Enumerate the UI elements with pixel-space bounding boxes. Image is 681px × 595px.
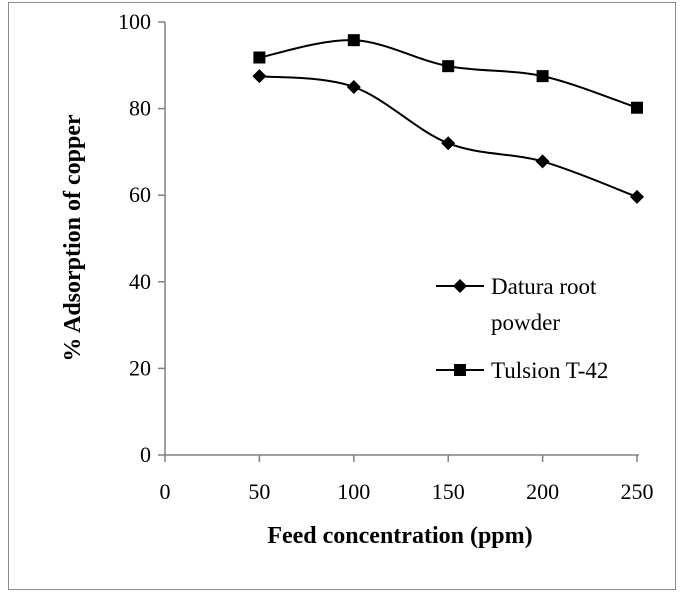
y-tick-label: 0 [140,442,151,467]
y-tick-label: 20 [129,355,151,380]
x-tick-label: 50 [248,479,270,504]
x-tick-label: 0 [160,479,171,504]
y-tick-label: 80 [129,96,151,121]
data-point [630,189,644,204]
series-layer [252,34,644,204]
legend-label: Tulsion T-42 [491,358,608,383]
data-point [346,79,361,94]
legend-label: Datura root [491,274,597,299]
data-point [536,70,549,83]
legend-item: Datura root powder [436,274,597,335]
x-tick-label: 200 [526,479,559,504]
legend-label: powder [491,310,560,335]
data-point [631,101,643,114]
x-axis-title: Feed concentration (ppm) [267,523,532,549]
series-datura-root-powder [252,69,644,204]
chart-frame [8,2,676,590]
x-tick-label: 150 [432,479,465,504]
data-point [442,60,455,73]
y-axis-title: % Adsorption of copper [60,114,86,362]
y-tick-label: 40 [129,269,151,294]
data-point [252,69,267,84]
legend-swatch-marker [453,279,467,293]
x-tick-label: 100 [337,479,370,504]
legend: Datura root powder Tulsion T-42 [436,274,608,383]
x-tick-label: 250 [621,479,654,504]
data-point [253,51,266,64]
y-tick-labels: 0 20 40 60 80 100 [118,9,151,467]
data-point [535,154,550,169]
legend-item: Tulsion T-42 [436,358,608,383]
y-tick-label: 100 [118,9,151,34]
data-point [347,34,360,47]
legend-swatch-marker [454,364,466,376]
axes [158,21,639,462]
x-tick-labels: 0 50 100 150 200 250 [160,479,654,504]
series-line [259,39,638,109]
data-point [441,136,456,151]
series-tulsion-t-42 [253,34,643,114]
y-tick-label: 60 [129,182,151,207]
